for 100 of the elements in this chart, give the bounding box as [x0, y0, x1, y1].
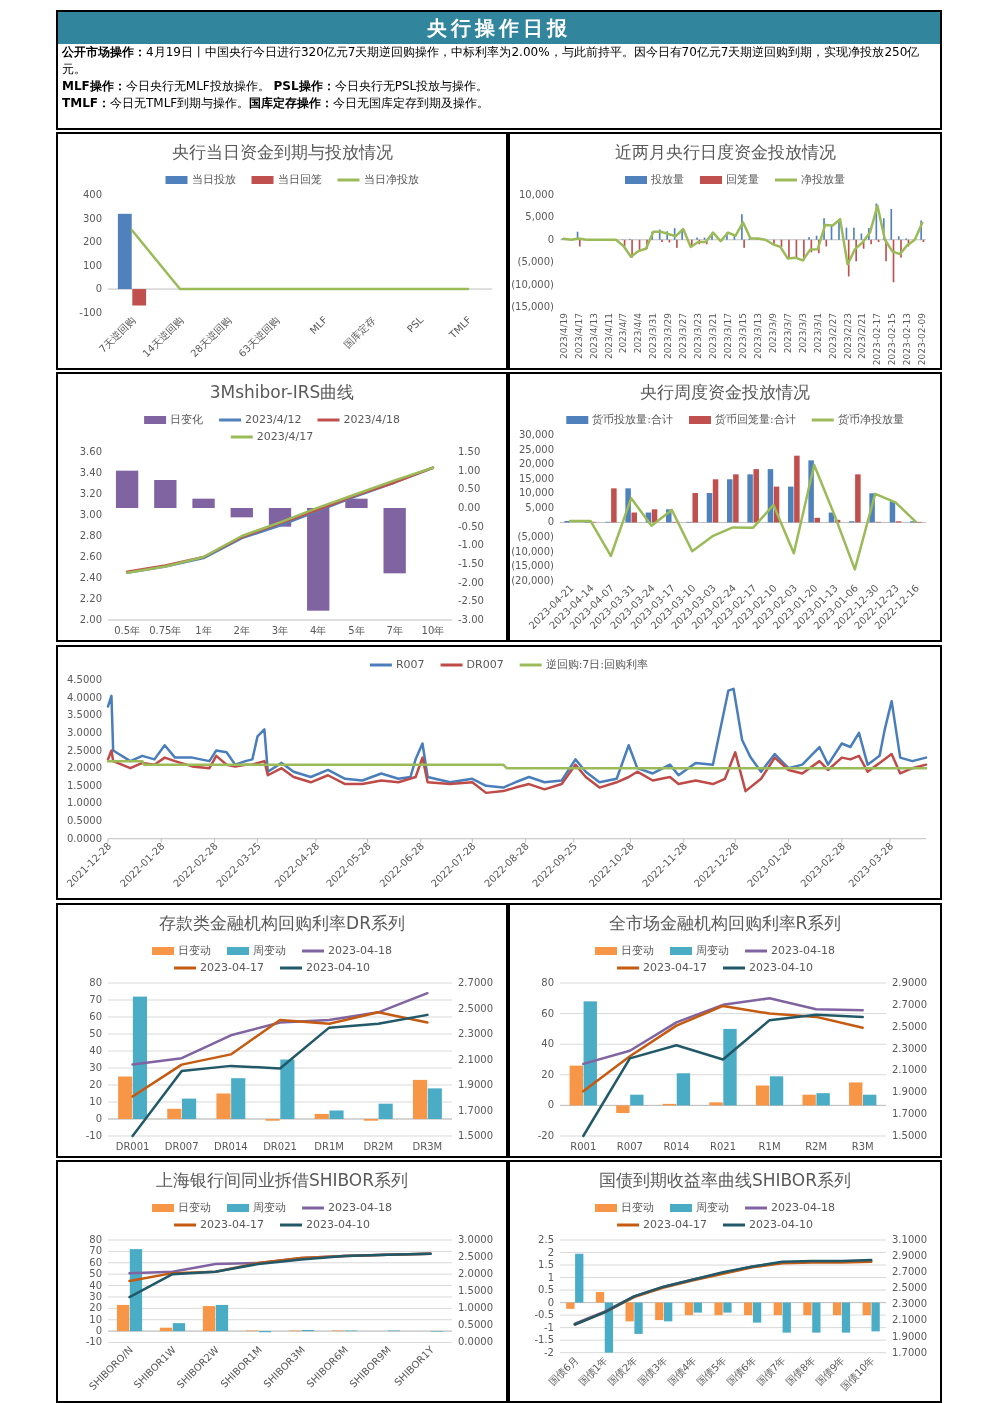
y-tick-label: 0 — [95, 283, 102, 295]
x-tick-label: DR021 — [263, 1141, 297, 1152]
y-tick-label: 20 — [541, 1068, 554, 1080]
legend-label: 当日回笼 — [277, 173, 322, 186]
legend-label: 周变动 — [253, 1201, 287, 1214]
legend-label: 2023-04-10 — [306, 1218, 370, 1231]
x-tick-label: 0.75年 — [149, 625, 182, 636]
x-tick-label: PSL — [404, 313, 426, 335]
legend-label: 周变动 — [696, 1201, 730, 1214]
y-tick-label: -100 — [79, 306, 102, 318]
x-tick-label: 2023/4/17 — [573, 312, 584, 360]
y2-tick-label: 1.7000 — [892, 1346, 927, 1358]
y2-tick-label: 2.1000 — [892, 1064, 927, 1076]
y2-tick-label: 2.3000 — [892, 1042, 927, 1054]
legend-label: 2023-04-17 — [643, 961, 707, 974]
y2-tick-label: 1.5000 — [892, 1130, 927, 1141]
text: TMLF：今日无TMLF到期与操作。国库定存操作：今日无国库定存到期及操作。 — [62, 96, 490, 110]
y-tick-label: (20,000) — [511, 574, 555, 586]
x-tick-label: 14天逆回购 — [140, 314, 186, 360]
text: 央行操作日报 — [58, 12, 940, 44]
x-tick-label: 2023/3/3 — [797, 312, 808, 354]
x-tick-label: 2023/4/7 — [618, 312, 629, 354]
y-tick-label: 0 — [95, 1325, 102, 1337]
y-tick-label: 0.0000 — [67, 832, 102, 844]
y-tick-label: -1.5 — [534, 1334, 554, 1346]
y-tick-label: 1.5 — [538, 1259, 554, 1271]
y2-tick-label: 1.00 — [458, 464, 481, 476]
x-tick-label: 2023/3/31 — [648, 312, 659, 360]
y-tick-label: 2.0000 — [67, 762, 102, 774]
legend-label: 2023-04-17 — [200, 1218, 264, 1231]
y-tick-label: 10,000 — [519, 189, 554, 200]
y2-tick-label: 2.1000 — [892, 1314, 927, 1326]
y-tick-label: -20 — [537, 1130, 554, 1141]
x-tick-label: 2023/3/21 — [708, 312, 719, 360]
legend-label: R007 — [395, 658, 425, 671]
y-tick-label: 40 — [89, 1045, 102, 1056]
y-tick-label: 0.5000 — [67, 815, 102, 827]
y-tick-label: 2.00 — [79, 614, 102, 625]
y-tick-label: 0.5 — [538, 1284, 554, 1296]
y-tick-label: 0 — [95, 1113, 102, 1124]
legend-label: 周变动 — [696, 944, 730, 957]
y-tick-label: 1 — [547, 1271, 554, 1283]
y2-tick-label: -1.50 — [458, 558, 484, 569]
y-tick-label: 20 — [89, 1302, 102, 1314]
legend-label: 货币净投放量 — [837, 413, 904, 426]
legend-label: 2023-04-10 — [749, 1218, 813, 1231]
x-tick-label: 2023/3/13 — [752, 312, 763, 360]
legend-label: 日变化 — [170, 413, 204, 426]
x-tick-label: 2023/3/23 — [693, 312, 704, 360]
legend-label: 2023-04-10 — [306, 961, 370, 974]
x-tick-label: 2023/2/21 — [857, 312, 868, 360]
y2-tick-label: 0.50 — [458, 483, 481, 495]
legend-label: 日变动 — [178, 1201, 212, 1214]
y-tick-label: 30 — [89, 1290, 102, 1302]
y2-tick-label: 2.7000 — [458, 977, 493, 988]
y-tick-label: 10 — [89, 1096, 102, 1107]
y-tick-label: 10 — [89, 1313, 102, 1325]
y-tick-label: 3.00 — [79, 509, 102, 520]
x-tick-label: 2023/3/7 — [782, 312, 793, 354]
legend-label: 日变动 — [621, 944, 655, 957]
x-tick-label: R001 — [570, 1141, 597, 1152]
legend-label: 货币投放量:合计 — [592, 413, 673, 426]
y-tick-label: 3.20 — [79, 488, 102, 499]
legend-label: 2023-04-18 — [328, 1201, 392, 1214]
legend-label: 2023-04-18 — [771, 944, 835, 957]
legend-label: 2023-04-18 — [771, 1201, 835, 1214]
y2-tick-label: 1.5000 — [458, 1285, 493, 1297]
y-tick-label: 50 — [89, 1268, 102, 1280]
y-tick-label: 2.80 — [79, 530, 102, 541]
y-tick-label: 0 — [547, 1099, 554, 1111]
y2-tick-label: 1.9000 — [892, 1086, 927, 1098]
y2-tick-label: 0.0000 — [458, 1336, 493, 1348]
x-tick-label: R007 — [616, 1141, 643, 1152]
y2-tick-label: 0.5000 — [458, 1319, 493, 1331]
x-tick-label: 4年 — [310, 625, 327, 636]
y-tick-label: (15,000) — [511, 560, 555, 572]
x-tick-label: 2023/4/11 — [603, 312, 614, 360]
legend-label: 货币回笼量:合计 — [715, 413, 796, 426]
y-tick-label: 2.5000 — [67, 744, 102, 756]
y2-tick-label: 1.50 — [458, 446, 481, 457]
legend-label: 投放量 — [650, 173, 684, 186]
y2-tick-label: 2.3000 — [892, 1298, 927, 1310]
y-tick-label: -10 — [85, 1130, 102, 1141]
y-tick-label: 100 — [82, 259, 102, 271]
y-tick-label: -1 — [544, 1321, 554, 1333]
x-tick-label: R014 — [663, 1141, 690, 1152]
legend-label: 日变动 — [178, 944, 212, 957]
y-tick-label: 0 — [547, 516, 554, 528]
y-tick-label: 2.60 — [79, 551, 102, 562]
y-tick-label: 30 — [89, 1062, 102, 1073]
y2-tick-label: 2.5000 — [892, 1282, 927, 1294]
x-tick-label: 2023/3/17 — [723, 312, 734, 360]
y-tick-label: -2 — [544, 1346, 554, 1358]
x-tick-label: 2023/3/1 — [812, 312, 823, 354]
x-tick-label: 7年 — [386, 625, 403, 636]
y-tick-label: 3.5000 — [67, 709, 102, 721]
y-tick-label: 80 — [89, 977, 102, 988]
legend-label: 2023/4/17 — [256, 430, 314, 443]
x-tick-label: 2023/2/23 — [842, 312, 853, 360]
y2-tick-label: -0.50 — [458, 520, 484, 532]
